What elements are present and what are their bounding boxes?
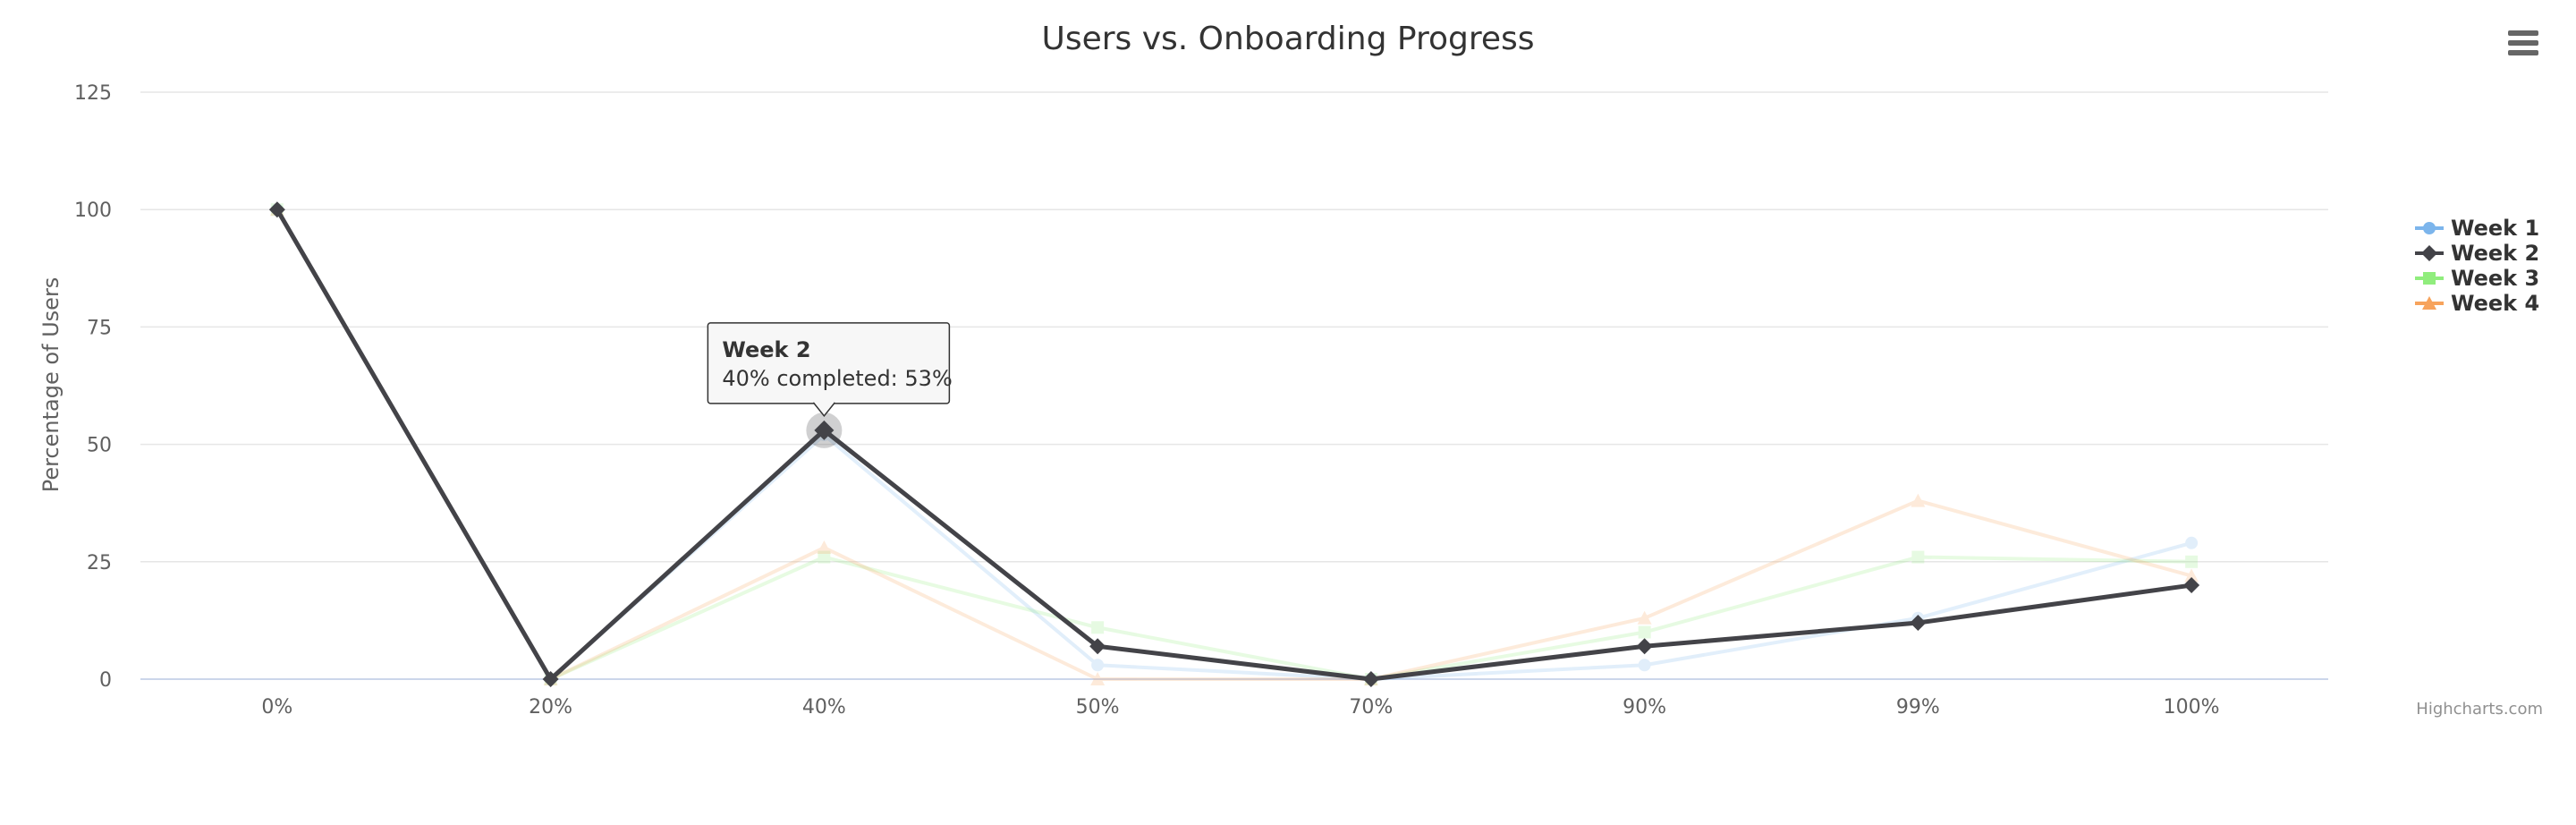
data-point[interactable] — [2183, 577, 2200, 594]
data-point[interactable] — [1636, 638, 1653, 655]
x-tick-label: 0% — [261, 696, 292, 719]
y-tick-label: 50 — [87, 435, 112, 457]
x-axis-ticks: 0% 20% 40% 50% 70% 90% 99% 100% — [261, 696, 2219, 719]
x-tick-label: 100% — [2164, 696, 2220, 719]
data-point[interactable] — [2185, 536, 2199, 549]
x-tick-label: 70% — [1349, 696, 1393, 719]
legend-item-week-2[interactable]: Week 2 — [2415, 241, 2539, 266]
y-tick-label: 125 — [74, 82, 112, 105]
series-line[interactable] — [275, 207, 2194, 682]
legend-label[interactable]: Week 3 — [2451, 266, 2539, 291]
tooltip-box — [707, 322, 951, 404]
data-point[interactable] — [1911, 550, 1925, 564]
grid-lines — [140, 91, 2328, 680]
y-axis-ticks: 0 25 50 75 100 125 — [74, 82, 112, 692]
data-point[interactable] — [1911, 493, 1926, 507]
tooltip-pointer — [812, 402, 835, 418]
data-point[interactable] — [1637, 610, 1652, 625]
tooltip-title: Week 2 — [722, 337, 810, 362]
credits-link[interactable]: Highcharts.com — [2416, 700, 2543, 719]
tooltip: Week 2 40% completed: 53% — [707, 322, 953, 418]
data-point[interactable] — [2185, 555, 2199, 568]
series-group — [268, 201, 2200, 687]
data-point[interactable] — [1090, 672, 1106, 685]
series-line[interactable] — [275, 208, 2194, 681]
series-line[interactable] — [275, 208, 2194, 681]
data-point[interactable] — [817, 540, 832, 555]
data-point[interactable] — [814, 420, 835, 440]
chart-title: Users vs. Onboarding Progress — [1041, 21, 1534, 57]
data-point[interactable] — [2184, 568, 2199, 583]
x-tick-label: 20% — [529, 696, 572, 719]
data-point[interactable] — [1910, 615, 1927, 632]
data-point — [2421, 245, 2437, 261]
hamburger-menu-icon[interactable] — [2508, 30, 2538, 55]
data-point[interactable] — [542, 671, 559, 687]
y-tick-label: 75 — [87, 317, 112, 339]
y-tick-label: 0 — [99, 669, 112, 692]
data-point — [2423, 222, 2436, 234]
data-point[interactable] — [1091, 621, 1105, 634]
series-week-2[interactable] — [268, 201, 2200, 687]
data-point[interactable] — [1089, 638, 1106, 655]
data-point[interactable] — [1638, 625, 1651, 639]
x-tick-label: 50% — [1076, 696, 1120, 719]
y-axis-title: Percentage of Users — [38, 277, 64, 493]
data-point[interactable] — [268, 201, 285, 218]
legend-item-week-4[interactable]: Week 4 — [2415, 291, 2539, 316]
legend-label[interactable]: Week 1 — [2451, 216, 2539, 241]
legend-item-week-1[interactable]: Week 1 — [2415, 216, 2539, 241]
y-tick-label: 25 — [87, 552, 112, 574]
x-tick-label: 90% — [1623, 696, 1666, 719]
data-point[interactable] — [818, 550, 831, 564]
legend-label[interactable]: Week 2 — [2451, 241, 2539, 266]
tooltip-body: 40% completed: 53% — [722, 366, 952, 391]
data-point[interactable] — [1362, 671, 1379, 687]
x-tick-label: 99% — [1896, 696, 1940, 719]
legend-item-week-3[interactable]: Week 3 — [2415, 266, 2539, 291]
legend-label[interactable]: Week 4 — [2451, 291, 2539, 316]
data-point[interactable] — [1638, 659, 1651, 672]
data-point — [2422, 296, 2436, 310]
x-tick-label: 40% — [802, 696, 846, 719]
data-point[interactable] — [1091, 659, 1105, 672]
y-tick-label: 100 — [74, 200, 112, 222]
data-point — [2423, 272, 2436, 285]
